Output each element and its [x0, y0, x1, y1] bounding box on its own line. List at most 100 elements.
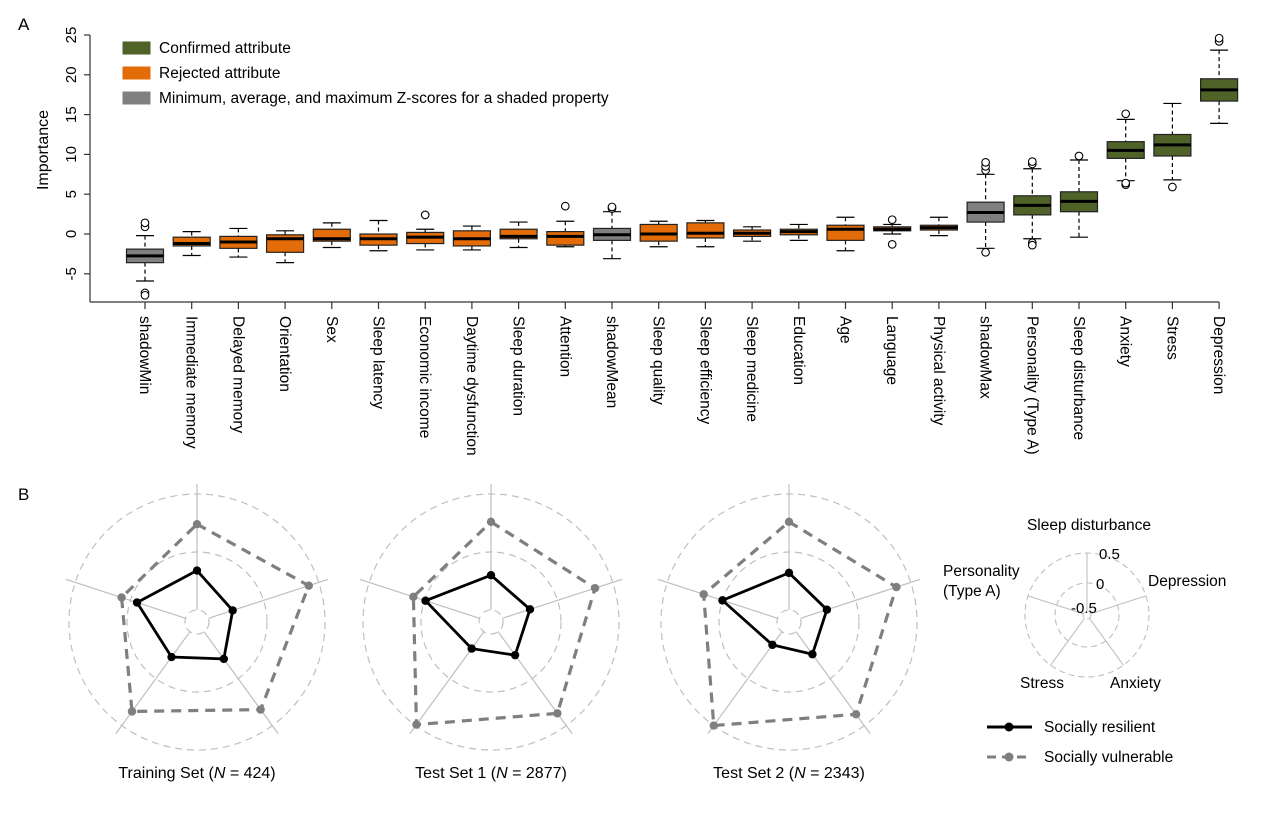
y-tick-label: 5 — [63, 190, 80, 198]
series-vulnerable-line — [411, 519, 597, 727]
box-iqr — [826, 224, 865, 241]
vulnerable-point — [892, 582, 901, 592]
outlier-point — [981, 247, 990, 257]
radar-panel-1: Training Set (N = 424) — [65, 484, 329, 782]
x-tick-label: Orientation — [276, 316, 293, 392]
x-tick-label: Anxiety — [1117, 316, 1134, 367]
x-tick-label: shadowMin — [136, 316, 153, 394]
x-tick-label: Sleep efficiency — [696, 316, 713, 425]
x-tick-label: Immediate memory — [183, 316, 200, 449]
outlier-point — [1027, 157, 1037, 166]
radar-title: Training Set (N = 424) — [118, 765, 275, 782]
box-iqr — [499, 228, 538, 240]
y-tick-label: 15 — [63, 106, 80, 123]
outlier-point — [1214, 33, 1224, 43]
box-language — [873, 215, 912, 249]
y-tick-label: 20 — [63, 66, 80, 83]
resilient-point — [768, 640, 777, 650]
radar-legend: Socially resilient Socially vulnerable — [987, 719, 1173, 766]
grid-ring — [478, 609, 504, 635]
resilient-point — [192, 566, 202, 575]
resilient-point — [718, 596, 727, 605]
outlier-point — [1121, 178, 1131, 188]
radar-title: Test Set 1 (N = 2877) — [415, 765, 567, 782]
key-spoke — [1090, 595, 1147, 615]
outlier-point — [607, 202, 617, 212]
outlier-point — [1121, 109, 1131, 119]
vulnerable-point — [590, 583, 600, 593]
vulnerable-point — [412, 720, 421, 729]
legend-swatch-confirmed — [122, 41, 151, 55]
box-shadowmean — [592, 202, 632, 260]
legend-swatch-shadow — [122, 91, 151, 105]
key-axis-label: Personality — [943, 563, 1020, 580]
outlier-point — [140, 218, 150, 228]
vulnerable-point — [486, 517, 496, 527]
outlier-point — [140, 290, 150, 300]
resilient-point — [486, 571, 496, 580]
legend-label-rejected: Rejected attribute — [159, 65, 281, 82]
resilient-point — [822, 605, 832, 614]
radar-charts: Training Set (N = 424) Test Set 1 (N = 28… — [65, 484, 921, 782]
spoke-line — [657, 578, 778, 619]
grid-ring — [184, 609, 210, 635]
legend-label-shadow: Minimum, average, and maximum Z-scores f… — [159, 90, 609, 107]
radar-panel-3: Test Set 2 (N = 2343) — [657, 484, 921, 782]
spoke-line — [203, 631, 279, 734]
box-daytime-dysfunction — [452, 225, 491, 251]
outlier-point — [887, 239, 897, 249]
vulnerable-point — [699, 590, 708, 599]
x-tick-label: Sleep duration — [510, 316, 527, 416]
key-axis-label: Sleep disturbance — [1027, 517, 1151, 534]
y-tick-label: 25 — [63, 27, 80, 44]
box-education — [779, 223, 818, 241]
vulnerable-point — [553, 709, 562, 718]
outlier-point — [1027, 240, 1037, 250]
box-personality-type-a- — [1013, 157, 1052, 250]
key-spoke — [1050, 617, 1086, 666]
vulnerable-point — [409, 592, 418, 601]
box-shadowmin — [125, 218, 165, 300]
box-sleep-quality — [639, 220, 678, 248]
spoke-line — [115, 631, 191, 734]
resilient-point — [421, 596, 430, 605]
radar-key: 0.5 0 -0.5 Sleep disturbance Depression Anxie… — [943, 517, 1226, 692]
vulnerable-point — [709, 721, 718, 730]
x-tick-label: Delayed memory — [229, 316, 246, 433]
x-tick-label: Sleep disturbance — [1070, 316, 1087, 440]
vulnerable-point — [851, 710, 861, 719]
outlier-point — [1168, 182, 1177, 192]
resilient-point — [167, 652, 176, 662]
resilient-point — [467, 644, 476, 653]
outlier-point — [887, 215, 897, 225]
x-tick-label: Language — [883, 316, 900, 385]
key-axis-label: (Type A) — [943, 583, 1001, 600]
box-shadowmax — [966, 158, 1005, 257]
x-tick-label: Sex — [323, 316, 340, 343]
box-sleep-disturbance — [1059, 151, 1099, 238]
radar-panel-2: Test Set 1 (N = 2877) — [359, 484, 623, 782]
vulnerable-point — [127, 707, 137, 716]
resilient-point — [808, 650, 817, 659]
resilient-point — [525, 605, 535, 614]
x-tick-label: Physical activity — [930, 316, 947, 426]
vulnerable-point — [304, 581, 314, 590]
resilient-point — [784, 568, 794, 578]
boxplot-legend: Confirmed attribute Rejected attribute Min… — [122, 40, 609, 107]
box-delayed-memory — [219, 227, 258, 258]
x-tick-label: Attention — [556, 316, 573, 377]
outlier-point — [560, 201, 570, 211]
box-age — [826, 216, 865, 252]
legend-label-confirmed: Confirmed attribute — [159, 40, 291, 57]
legend-resilient-label: Socially resilient — [1044, 719, 1156, 736]
spoke-line — [502, 578, 623, 619]
panel-label-b: B — [18, 485, 29, 504]
x-tick-label: Sleep quality — [650, 316, 667, 405]
key-axis-label: Stress — [1020, 675, 1064, 692]
vulnerable-point — [117, 593, 126, 602]
y-tick-label: -5 — [63, 267, 80, 280]
resilient-point — [228, 606, 237, 615]
x-tick-label: Economic income — [416, 316, 433, 438]
vulnerable-point — [192, 519, 202, 529]
